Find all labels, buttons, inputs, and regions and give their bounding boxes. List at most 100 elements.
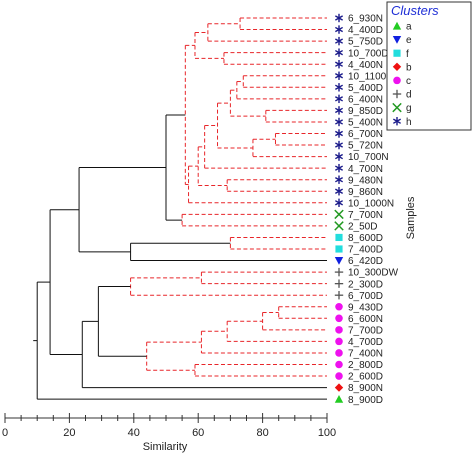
- sample-label: 4_700D: [348, 337, 383, 348]
- sample-label: 5_720N: [348, 141, 383, 152]
- leaf-marker-7-700d: [335, 326, 343, 334]
- branch-m20: [130, 242, 327, 262]
- x-tick-label: 0: [2, 427, 8, 439]
- leaf-marker-9-860n: [334, 187, 344, 196]
- branch-m21: [78, 167, 166, 253]
- leaf-marker-7-700n: [334, 209, 344, 220]
- branch-m5: [242, 75, 327, 88]
- leaf-marker-6-420d: [334, 256, 344, 265]
- x-axis-ticks: 0 20 40 60 80 100: [2, 413, 336, 439]
- branch-m15: [188, 165, 327, 204]
- leaf-marker-10-700d: [334, 48, 344, 57]
- leaf-marker-4-400n: [334, 60, 344, 69]
- leaf-marker-9-480n: [334, 175, 344, 184]
- branch-m2: [207, 23, 327, 42]
- branch-m25: [262, 312, 327, 331]
- branch-m32: [49, 209, 83, 355]
- branch-m7: [265, 109, 327, 123]
- leaf-marker-9-430d: [335, 302, 343, 311]
- sample-label: 9_860N: [348, 187, 383, 198]
- y-axis-title: Samples: [405, 196, 417, 239]
- leaf-marker-9-850d: [334, 106, 344, 115]
- branch-m14: [197, 146, 228, 186]
- leaf-marker-6-930n: [334, 13, 344, 23]
- leaf-marker-10-1100d: [334, 71, 344, 80]
- x-tick-label: 80: [256, 427, 268, 439]
- legend-asterisk-icon: [392, 117, 402, 126]
- sample-label: 5_400D: [348, 83, 383, 94]
- branch-m16: [184, 44, 195, 185]
- leaf-marker-8-900d: [334, 394, 344, 403]
- legend-box: [386, 1, 472, 131]
- sample-label: 5_750D: [348, 37, 383, 48]
- x-axis-title: Similarity: [143, 441, 188, 453]
- legend-item-label: b: [406, 62, 412, 73]
- legend-diamond-icon: [392, 62, 402, 71]
- legend-item-label: a: [406, 22, 412, 33]
- sample-label: 9_480N: [348, 175, 383, 186]
- leaf-marker-2-50d: [334, 221, 344, 231]
- legend-triangle-up-icon: [392, 21, 402, 30]
- sample-label: 2_50D: [348, 222, 377, 233]
- x-tick-label: 20: [63, 427, 75, 439]
- sample-label: 2_300D: [348, 279, 383, 290]
- leaf-marker-6-700n: [334, 129, 344, 138]
- branch-m22: [200, 271, 327, 285]
- legend-triangle-down-icon: [392, 36, 402, 44]
- leaf-marker-6-400n: [334, 94, 344, 104]
- sample-label: 10_700D: [348, 48, 389, 59]
- sample-label: 10_700N: [348, 152, 389, 163]
- x-tick-label: 60: [192, 427, 204, 439]
- leaf-marker-10-700n: [334, 152, 344, 161]
- sample-label: 2_800D: [348, 360, 383, 371]
- branch-m27: [200, 330, 327, 354]
- sample-label: 7_700D: [348, 325, 383, 336]
- legend-plus-icon: [392, 89, 402, 99]
- legend-x-icon: [392, 102, 402, 113]
- sample-label: 4_700N: [348, 164, 383, 175]
- legend-circle-icon: [393, 76, 401, 85]
- sample-label: 10_1000N: [348, 198, 394, 209]
- sample-label: 8_900N: [348, 383, 383, 394]
- leaf-marker-4-700d: [335, 337, 343, 346]
- branch-m1: [239, 17, 327, 31]
- sample-label: 6_700D: [348, 291, 383, 302]
- leaf-marker-5-400n: [334, 117, 344, 127]
- sample-leaves: 6_930N4_400D5_750D10_700D4_400N10_1100D5…: [334, 13, 399, 406]
- x-axis: 0 20 40 60 80 100 Similarity: [2, 413, 336, 453]
- leaf-marker-6-600n: [335, 314, 343, 323]
- x-tick-label: 100: [318, 427, 336, 439]
- sample-label: 6_700N: [348, 129, 383, 140]
- sample-label: 10_300DW: [348, 268, 399, 279]
- leaf-marker-5-400d: [334, 83, 344, 92]
- legend-item-label: g: [406, 103, 412, 114]
- leaf-marker-10-300dw: [334, 267, 344, 277]
- sample-label: 5_400N: [348, 118, 383, 129]
- branch-m18: [165, 114, 186, 221]
- sample-label: 8_900D: [348, 395, 383, 406]
- sample-label: 6_600N: [348, 314, 383, 325]
- sample-label: 8_600D: [348, 233, 383, 244]
- leaf-marker-5-720n: [334, 140, 344, 150]
- branch-m8: [229, 89, 266, 117]
- sample-label: 7_400D: [348, 245, 383, 256]
- legend-title: Clusters: [391, 3, 439, 18]
- sample-label: 6_930N: [348, 14, 383, 25]
- leaf-marker-2-800d: [335, 360, 343, 369]
- branch-m26: [226, 320, 327, 342]
- leaf-marker-10-1000n: [334, 198, 344, 207]
- branch-m33: [36, 281, 327, 400]
- branch-m6: [236, 81, 327, 100]
- branch-m24: [278, 306, 327, 319]
- legend-item-label: d: [406, 90, 412, 101]
- sample-label: 6_400N: [348, 94, 383, 105]
- branch-m13: [226, 179, 327, 192]
- legend-item-label: h: [406, 117, 412, 128]
- leaf-marker-8-600d: [335, 233, 343, 242]
- leaf-marker-6-700d: [334, 291, 344, 300]
- sample-label: 10_1100D: [348, 71, 393, 82]
- branch-m30: [97, 286, 147, 357]
